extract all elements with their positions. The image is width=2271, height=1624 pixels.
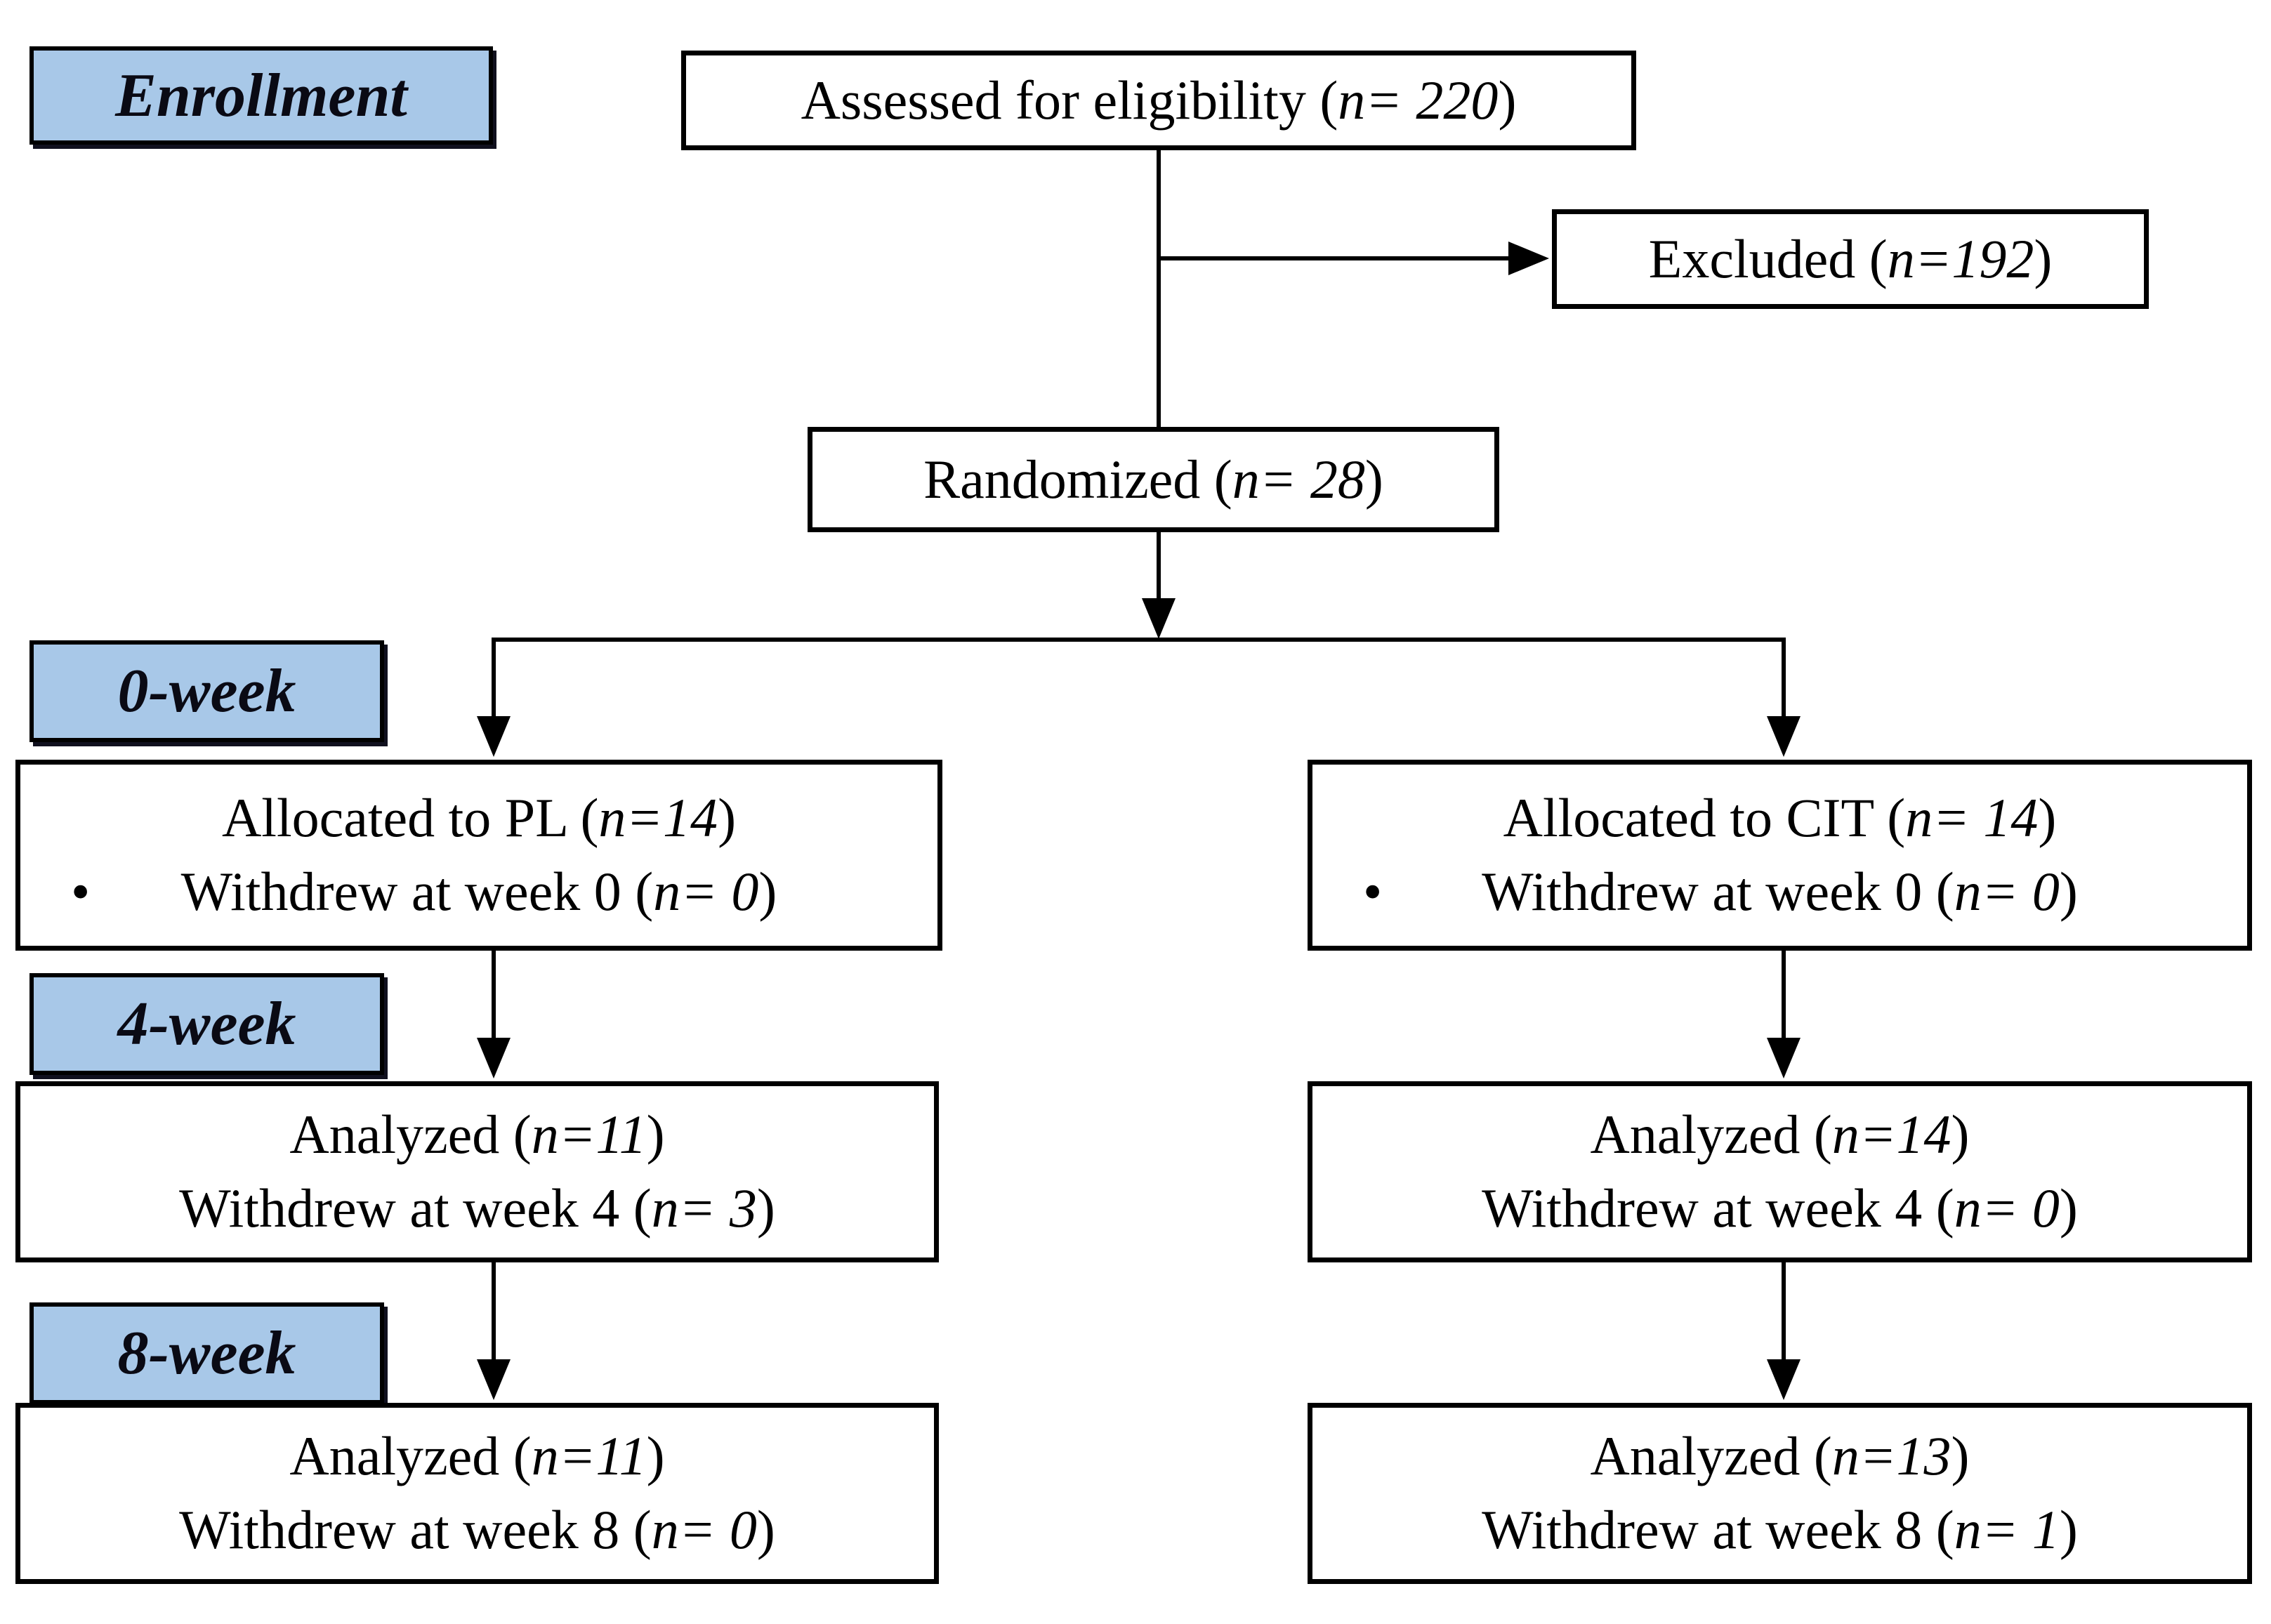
week4-stage-label: 4-week	[29, 973, 384, 1075]
analyzed-cit-week8-line1: Analyzed (n=13)	[1590, 1425, 1970, 1487]
connector-assessed-to-randomized	[1157, 150, 1161, 428]
assessed-text: Assessed for eligibility (n= 220)	[801, 69, 1517, 131]
allocated-pl-line2: • Withdrew at week 0 (n= 0)	[26, 855, 932, 929]
analyzed-cit-week4-box: Analyzed (n=14) Withdrew at week 4 (n= 0…	[1308, 1081, 2252, 1262]
connector-pl-to-week8	[492, 1262, 496, 1361]
connector-cit-to-week4	[1782, 951, 1786, 1039]
arrow-down-icon	[1767, 1038, 1801, 1078]
enrollment-stage-label: Enrollment	[29, 46, 493, 145]
connector-randomized-to-branch	[1157, 532, 1161, 600]
analyzed-pl-week4-line2: Withdrew at week 4 (n= 3)	[179, 1177, 775, 1239]
analyzed-pl-week8-box: Analyzed (n=11) Withdrew at week 8 (n= 0…	[15, 1403, 939, 1584]
arrow-down-icon	[1767, 716, 1801, 757]
allocated-cit-line2: • Withdrew at week 0 (n= 0)	[1318, 855, 2242, 929]
connector-to-excluded	[1159, 256, 1510, 260]
analyzed-pl-week4-line1: Analyzed (n=11)	[289, 1104, 665, 1166]
analyzed-pl-week8-line2: Withdrew at week 8 (n= 0)	[179, 1499, 775, 1560]
allocated-cit-box: Allocated to CIT (n= 14) • Withdrew at we…	[1308, 760, 2252, 951]
bullet-icon: •	[71, 861, 91, 922]
randomized-box: Randomized (n= 28)	[808, 427, 1499, 532]
branch-line	[494, 638, 1786, 642]
arrow-down-icon	[477, 716, 511, 757]
excluded-box: Excluded (n=192)	[1552, 209, 2149, 309]
allocated-cit-line1: Allocated to CIT (n= 14)	[1503, 787, 2057, 849]
analyzed-cit-week8-box: Analyzed (n=13) Withdrew at week 8 (n= 1…	[1308, 1403, 2252, 1584]
connector-branch-to-cit	[1782, 638, 1786, 718]
week8-stage-label: 8-week	[29, 1302, 384, 1404]
allocated-pl-box: Allocated to PL (n=14) • Withdrew at week…	[15, 760, 942, 951]
arrow-down-icon	[1767, 1359, 1801, 1400]
arrow-right-icon	[1508, 242, 1549, 275]
analyzed-cit-week8-line2: Withdrew at week 8 (n= 1)	[1482, 1499, 2078, 1560]
connector-cit-to-week8	[1782, 1262, 1786, 1361]
connector-branch-to-pl	[492, 638, 496, 718]
excluded-text: Excluded (n=192)	[1648, 227, 2053, 289]
arrow-down-icon	[477, 1359, 511, 1400]
week0-stage-label: 0-week	[29, 640, 384, 742]
arrow-down-icon	[1142, 598, 1176, 639]
randomized-text: Randomized (n= 28)	[923, 448, 1383, 510]
bullet-icon: •	[1363, 861, 1383, 922]
connector-pl-to-week4	[492, 951, 496, 1039]
allocated-pl-line1: Allocated to PL (n=14)	[221, 787, 737, 849]
assessed-for-eligibility-box: Assessed for eligibility (n= 220)	[681, 51, 1636, 150]
analyzed-pl-week8-line1: Analyzed (n=11)	[289, 1425, 665, 1487]
analyzed-cit-week4-line1: Analyzed (n=14)	[1590, 1104, 1970, 1166]
analyzed-pl-week4-box: Analyzed (n=11) Withdrew at week 4 (n= 3…	[15, 1081, 939, 1262]
analyzed-cit-week4-line2: Withdrew at week 4 (n= 0)	[1482, 1177, 2078, 1239]
arrow-down-icon	[477, 1038, 511, 1078]
